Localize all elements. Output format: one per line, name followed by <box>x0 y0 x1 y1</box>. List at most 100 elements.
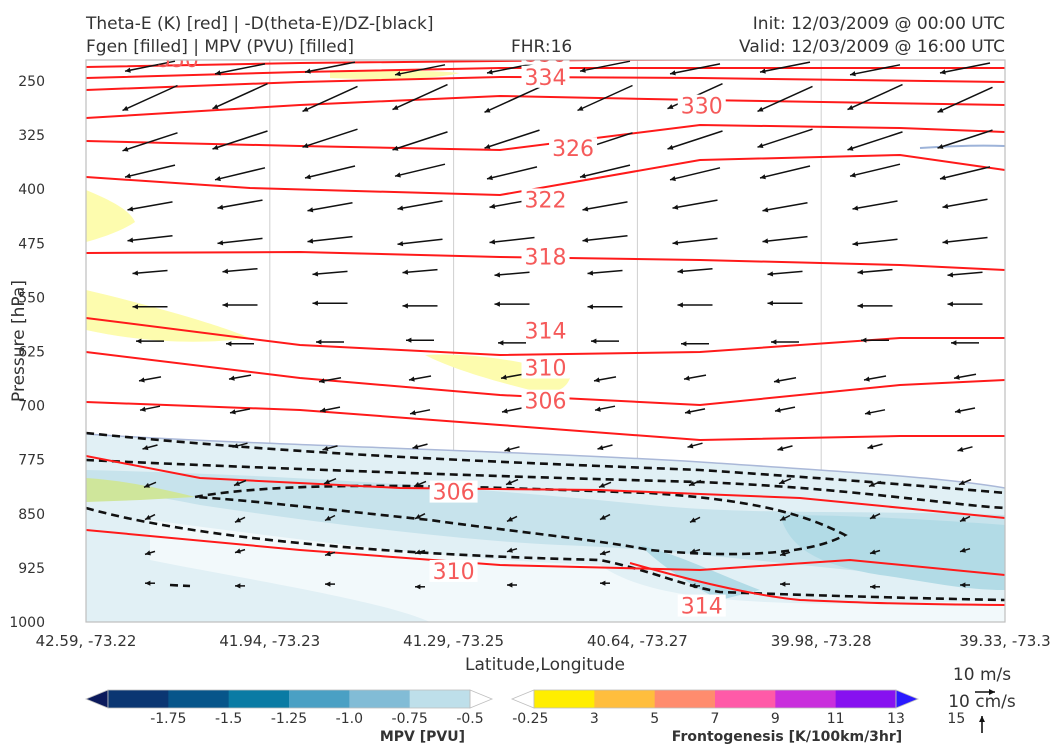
y-tick-label: 700 <box>18 399 45 415</box>
wind-vector-head <box>395 172 401 178</box>
wind-vector-head <box>760 68 766 74</box>
wind-vector-head <box>580 173 586 179</box>
colorbar-swatch <box>715 690 776 708</box>
wind-vector <box>672 237 718 245</box>
wind-vector-head <box>415 549 421 555</box>
wind-vector-head <box>145 550 151 556</box>
dthetae-contour-3 <box>194 484 848 556</box>
wind-vector-head <box>232 443 239 449</box>
wind-vector-head <box>667 104 674 109</box>
colorbar-swatch <box>228 690 290 708</box>
y-tick-label: 925 <box>18 561 45 577</box>
fgen-fill-yellow-2 <box>86 290 250 342</box>
header-title-line1: Theta-E (K) [red] | -D(theta-E)/DZ-[blac… <box>86 14 434 34</box>
wind-vector <box>937 86 993 113</box>
wind-vector-head <box>501 374 507 380</box>
wind-vector <box>307 235 353 243</box>
wind-vector-head <box>767 271 774 277</box>
wind-vector-head <box>305 68 311 74</box>
wind-vector <box>669 63 721 75</box>
colorbar-max-extend <box>895 689 920 709</box>
wind-vector-head <box>947 272 954 278</box>
wind-vector-head <box>582 206 589 212</box>
wind-vector <box>489 236 535 244</box>
wind-vector <box>847 83 903 111</box>
wind-vector-head <box>325 551 331 557</box>
wind-vector-head <box>507 582 513 588</box>
wind-vector-head <box>235 517 241 523</box>
colorbar-swatch <box>775 690 837 708</box>
x-tick-label: 40.64, -73.27 <box>587 632 688 650</box>
forecast-hour: FHR:16 <box>511 37 573 57</box>
dthetae-contour-5 <box>169 583 191 588</box>
contour-label-bg <box>521 65 570 88</box>
wind-vector-head <box>217 204 224 210</box>
wind-vector <box>672 199 718 209</box>
wind-vector-head <box>305 174 311 180</box>
wind-vector-head <box>582 237 589 243</box>
contour-label-bg <box>521 389 570 412</box>
wind-vector-head <box>870 513 876 519</box>
wind-vector-head <box>140 406 146 412</box>
colorbar-swatch <box>349 690 411 708</box>
wind-vector-head <box>870 549 876 555</box>
colorbar-tick-label: -1.25 <box>271 711 307 727</box>
wind-vector-head <box>861 337 867 343</box>
wind-vector-head <box>852 241 859 247</box>
colorbar-tick-label: 7 <box>711 711 720 727</box>
wind-scale-vertical-arrowhead <box>979 716 985 722</box>
colorbar-tick-label: -1.5 <box>215 711 242 727</box>
wind-vector <box>847 131 903 151</box>
wind-vector-head <box>767 300 773 306</box>
x-tick-label: 39.98, -73.28 <box>771 632 872 650</box>
wind-vector-head <box>322 445 329 452</box>
wind-vector-head <box>415 513 421 519</box>
wind-vector <box>122 132 178 152</box>
wind-vector <box>402 268 438 274</box>
wind-vector-head <box>600 550 606 556</box>
contour-label-bg <box>677 94 726 117</box>
wind-vector-head <box>397 205 404 211</box>
wind-vector-head <box>125 173 131 179</box>
wind-vector-head <box>580 67 586 73</box>
wind-vector <box>937 129 993 149</box>
wind-vector-head <box>599 482 605 488</box>
x-axis-ticks: 42.59, -73.22 41.94, -73.23 41.29, -73.25 4… <box>36 632 1050 650</box>
wind-vector <box>939 62 991 74</box>
colorbar-swatch <box>654 690 716 708</box>
wind-scale-vertical-label: 10 cm/s <box>948 692 1016 712</box>
wind-vector <box>304 165 356 179</box>
wind-vector <box>124 60 176 72</box>
wind-vector-head <box>302 106 309 112</box>
wind-vector-head <box>397 241 404 247</box>
y-tick-label: 400 <box>18 182 45 198</box>
wind-vector-head <box>212 144 219 150</box>
wind-vector-head <box>780 581 786 587</box>
wind-vector <box>947 271 983 277</box>
wind-vector-head <box>230 409 236 415</box>
theta-e-contour-4 <box>86 123 1005 152</box>
theta-e-contour-2 <box>86 75 1005 91</box>
theta-e-contour-7 <box>86 317 1005 357</box>
wind-vector <box>217 199 263 209</box>
wind-vector <box>302 128 358 148</box>
x-tick-label: 41.94, -73.23 <box>219 632 320 650</box>
wind-scale-horizontal-label: 10 m/s <box>953 665 1011 685</box>
wind-vector <box>212 130 268 150</box>
wind-vector-head <box>215 176 221 182</box>
wind-vector-head <box>234 481 240 486</box>
wind-vector-head <box>319 378 325 384</box>
wind-vector-head <box>402 269 409 275</box>
y-tick-label: 625 <box>18 344 45 360</box>
wind-vector <box>852 200 898 210</box>
wind-vector-head <box>484 107 491 113</box>
wind-vector-head <box>139 377 145 383</box>
contour-label-bg <box>521 245 570 268</box>
wind-vector-head <box>484 143 491 149</box>
wind-vector <box>394 64 446 76</box>
wind-vector <box>587 269 623 275</box>
y-tick-label: 475 <box>18 236 45 252</box>
wind-vector <box>394 163 446 177</box>
mpv-contour-small <box>919 144 1005 149</box>
